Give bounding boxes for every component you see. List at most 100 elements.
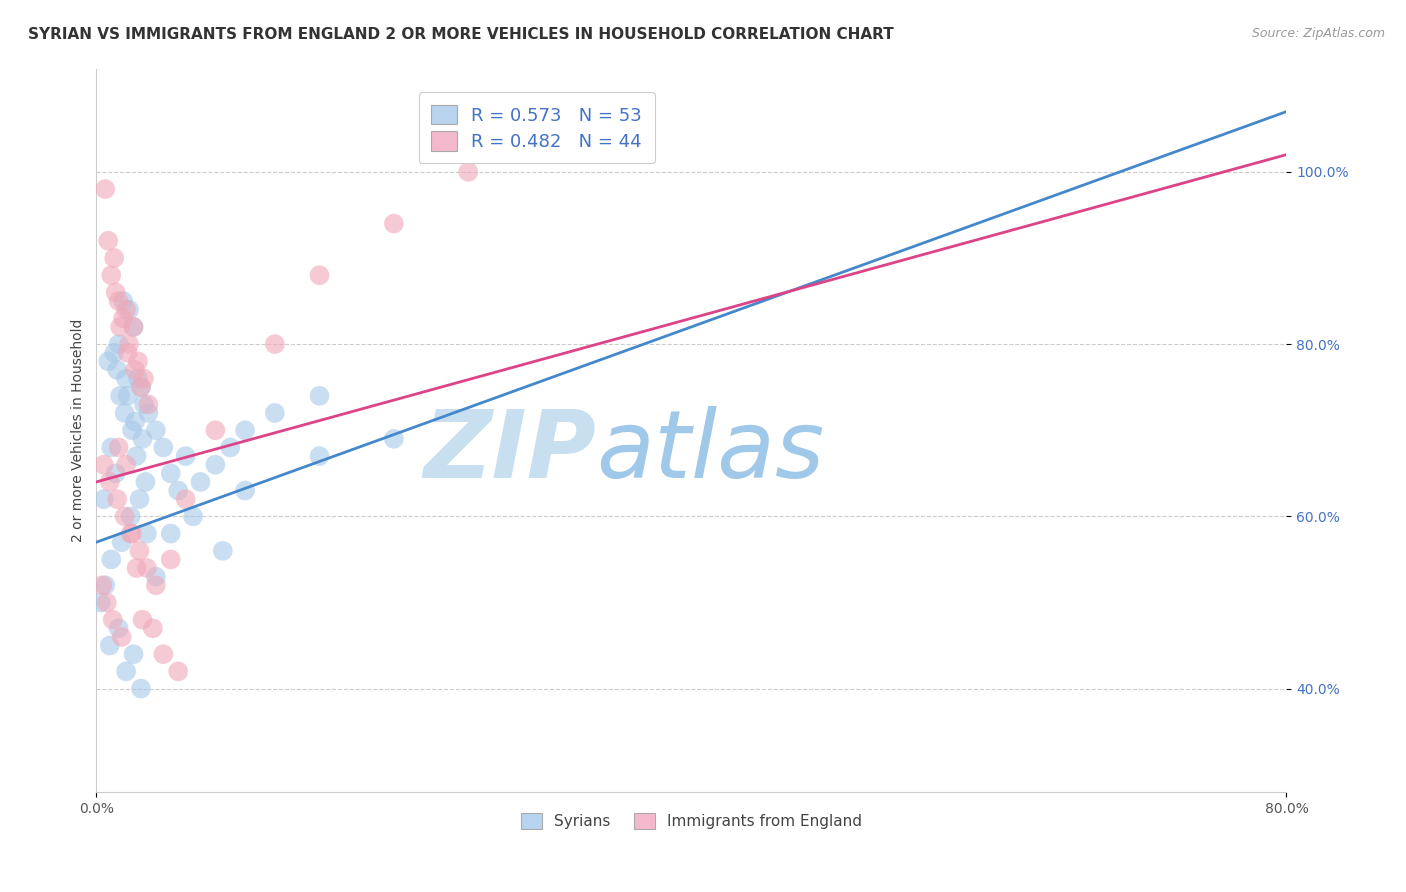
Point xyxy=(117,345,139,359)
Point xyxy=(107,337,129,351)
Point xyxy=(100,268,122,283)
Point xyxy=(136,561,159,575)
Point xyxy=(97,234,120,248)
Text: atlas: atlas xyxy=(596,407,824,498)
Point xyxy=(108,319,131,334)
Point xyxy=(382,432,405,446)
Point xyxy=(219,441,242,455)
Point xyxy=(112,311,135,326)
Point xyxy=(104,285,127,300)
Point xyxy=(308,449,330,463)
Point xyxy=(263,337,285,351)
Point xyxy=(96,595,118,609)
Point xyxy=(382,217,405,231)
Point xyxy=(136,526,159,541)
Point xyxy=(115,302,138,317)
Point xyxy=(233,423,256,437)
Point xyxy=(94,182,117,196)
Point xyxy=(93,492,115,507)
Point xyxy=(98,475,121,489)
Point xyxy=(127,354,149,368)
Point xyxy=(120,526,142,541)
Point xyxy=(107,294,129,309)
Point xyxy=(125,449,148,463)
Y-axis label: 2 or more Vehicles in Household: 2 or more Vehicles in Household xyxy=(72,318,86,542)
Point xyxy=(308,389,330,403)
Point xyxy=(152,441,174,455)
Point xyxy=(124,363,146,377)
Point xyxy=(90,595,112,609)
Point xyxy=(107,621,129,635)
Point xyxy=(114,509,136,524)
Legend: Syrians, Immigrants from England: Syrians, Immigrants from England xyxy=(515,806,869,835)
Point xyxy=(103,251,125,265)
Point xyxy=(131,432,153,446)
Point xyxy=(125,561,148,575)
Point xyxy=(174,449,197,463)
Point xyxy=(145,569,167,583)
Point xyxy=(100,552,122,566)
Point xyxy=(103,345,125,359)
Point xyxy=(190,475,212,489)
Point xyxy=(181,509,204,524)
Point xyxy=(138,406,160,420)
Point xyxy=(142,621,165,635)
Point xyxy=(91,578,114,592)
Point xyxy=(122,319,145,334)
Point xyxy=(98,639,121,653)
Point xyxy=(100,441,122,455)
Point xyxy=(308,268,330,283)
Point xyxy=(97,354,120,368)
Point xyxy=(101,613,124,627)
Point xyxy=(120,509,142,524)
Point xyxy=(118,337,141,351)
Point xyxy=(129,380,152,394)
Text: SYRIAN VS IMMIGRANTS FROM ENGLAND 2 OR MORE VEHICLES IN HOUSEHOLD CORRELATION CH: SYRIAN VS IMMIGRANTS FROM ENGLAND 2 OR M… xyxy=(28,27,894,42)
Text: Source: ZipAtlas.com: Source: ZipAtlas.com xyxy=(1251,27,1385,40)
Point xyxy=(263,406,285,420)
Point xyxy=(138,397,160,411)
Point xyxy=(159,526,181,541)
Point xyxy=(204,423,226,437)
Point xyxy=(129,380,152,394)
Point xyxy=(104,467,127,481)
Point xyxy=(134,475,156,489)
Text: ZIP: ZIP xyxy=(423,406,596,498)
Point xyxy=(115,665,138,679)
Point xyxy=(174,492,197,507)
Point xyxy=(112,294,135,309)
Point xyxy=(117,389,139,403)
Point xyxy=(111,535,134,549)
Point xyxy=(115,458,138,472)
Point xyxy=(115,371,138,385)
Point xyxy=(457,165,479,179)
Point xyxy=(129,681,152,696)
Point xyxy=(124,415,146,429)
Point xyxy=(93,458,115,472)
Point xyxy=(233,483,256,498)
Point xyxy=(145,578,167,592)
Point xyxy=(118,302,141,317)
Point xyxy=(131,613,153,627)
Point xyxy=(121,526,143,541)
Point xyxy=(159,552,181,566)
Point xyxy=(159,467,181,481)
Point xyxy=(107,441,129,455)
Point xyxy=(132,397,155,411)
Point xyxy=(132,371,155,385)
Point xyxy=(94,578,117,592)
Point xyxy=(114,406,136,420)
Point xyxy=(167,483,190,498)
Point xyxy=(127,371,149,385)
Point xyxy=(145,423,167,437)
Point xyxy=(211,544,233,558)
Point xyxy=(105,492,128,507)
Point xyxy=(152,647,174,661)
Point xyxy=(128,492,150,507)
Point xyxy=(105,363,128,377)
Point xyxy=(111,630,134,644)
Point xyxy=(167,665,190,679)
Point xyxy=(128,544,150,558)
Point xyxy=(108,389,131,403)
Point xyxy=(204,458,226,472)
